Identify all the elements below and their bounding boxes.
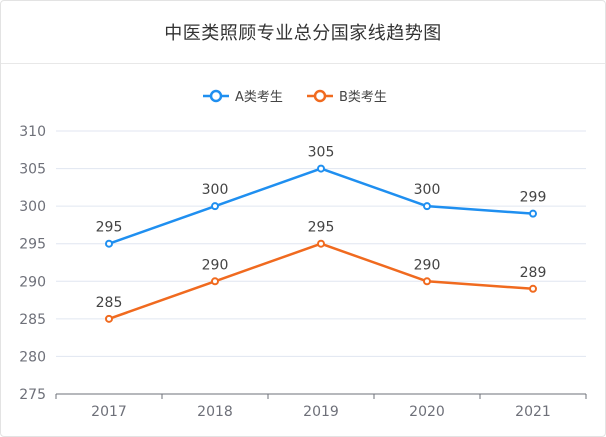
y-tick-label: 300 <box>19 199 46 215</box>
legend-marker-icon <box>313 89 327 103</box>
series-a: 295 300 305 300 299 <box>96 145 547 248</box>
y-tick-label: 290 <box>19 274 46 290</box>
data-label: 295 <box>96 220 123 236</box>
data-point[interactable] <box>317 239 325 248</box>
x-tick-label: 2019 <box>303 404 339 420</box>
x-axis: 2017 2018 2019 2020 2021 <box>55 393 587 420</box>
y-tick-label: 275 <box>19 387 46 403</box>
x-tick-label: 2017 <box>91 404 127 420</box>
data-label: 305 <box>308 145 335 161</box>
data-point[interactable] <box>529 209 537 218</box>
data-label: 300 <box>414 182 441 198</box>
y-tick-label: 305 <box>19 162 46 178</box>
data-point[interactable] <box>105 239 113 248</box>
chart-header: 中医类照顾专业总分国家线趋势图 <box>1 1 605 64</box>
data-label: 290 <box>202 257 229 273</box>
legend-label: A类考生 <box>235 90 283 105</box>
x-tick-label: 2021 <box>515 404 551 420</box>
data-label: 299 <box>520 190 547 206</box>
y-tick-label: 280 <box>19 349 46 365</box>
legend-item-b[interactable]: B类考生 <box>307 89 387 105</box>
legend-label: B类考生 <box>339 90 387 105</box>
data-point[interactable] <box>529 284 537 293</box>
data-point[interactable] <box>211 202 219 211</box>
data-point[interactable] <box>211 277 219 286</box>
legend-item-a[interactable]: A类考生 <box>203 89 283 105</box>
data-label: 295 <box>308 220 335 236</box>
chart-title: 中医类照顾专业总分国家线趋势图 <box>164 23 442 44</box>
series-b: 285 290 295 290 289 <box>96 220 547 323</box>
data-point[interactable] <box>105 314 113 323</box>
y-tick-label: 285 <box>19 312 46 328</box>
y-tick-label: 310 <box>19 124 46 140</box>
y-axis: 275 280 285 290 295 300 305 310 <box>19 124 46 403</box>
data-point[interactable] <box>423 202 431 211</box>
chart-legend[interactable]: A类考生 B类考生 <box>203 89 387 105</box>
y-tick-label: 295 <box>19 237 46 253</box>
data-label: 289 <box>520 265 547 281</box>
data-label: 285 <box>96 295 123 311</box>
data-label: 300 <box>202 182 229 198</box>
legend-marker-icon <box>209 89 223 103</box>
x-tick-label: 2018 <box>197 404 233 420</box>
x-tick-label: 2020 <box>409 404 445 420</box>
data-point[interactable] <box>423 277 431 286</box>
series-layer: 295 300 305 300 299 285 290 295 290 289 <box>96 145 547 323</box>
data-point[interactable] <box>317 164 325 173</box>
data-label: 290 <box>414 257 441 273</box>
